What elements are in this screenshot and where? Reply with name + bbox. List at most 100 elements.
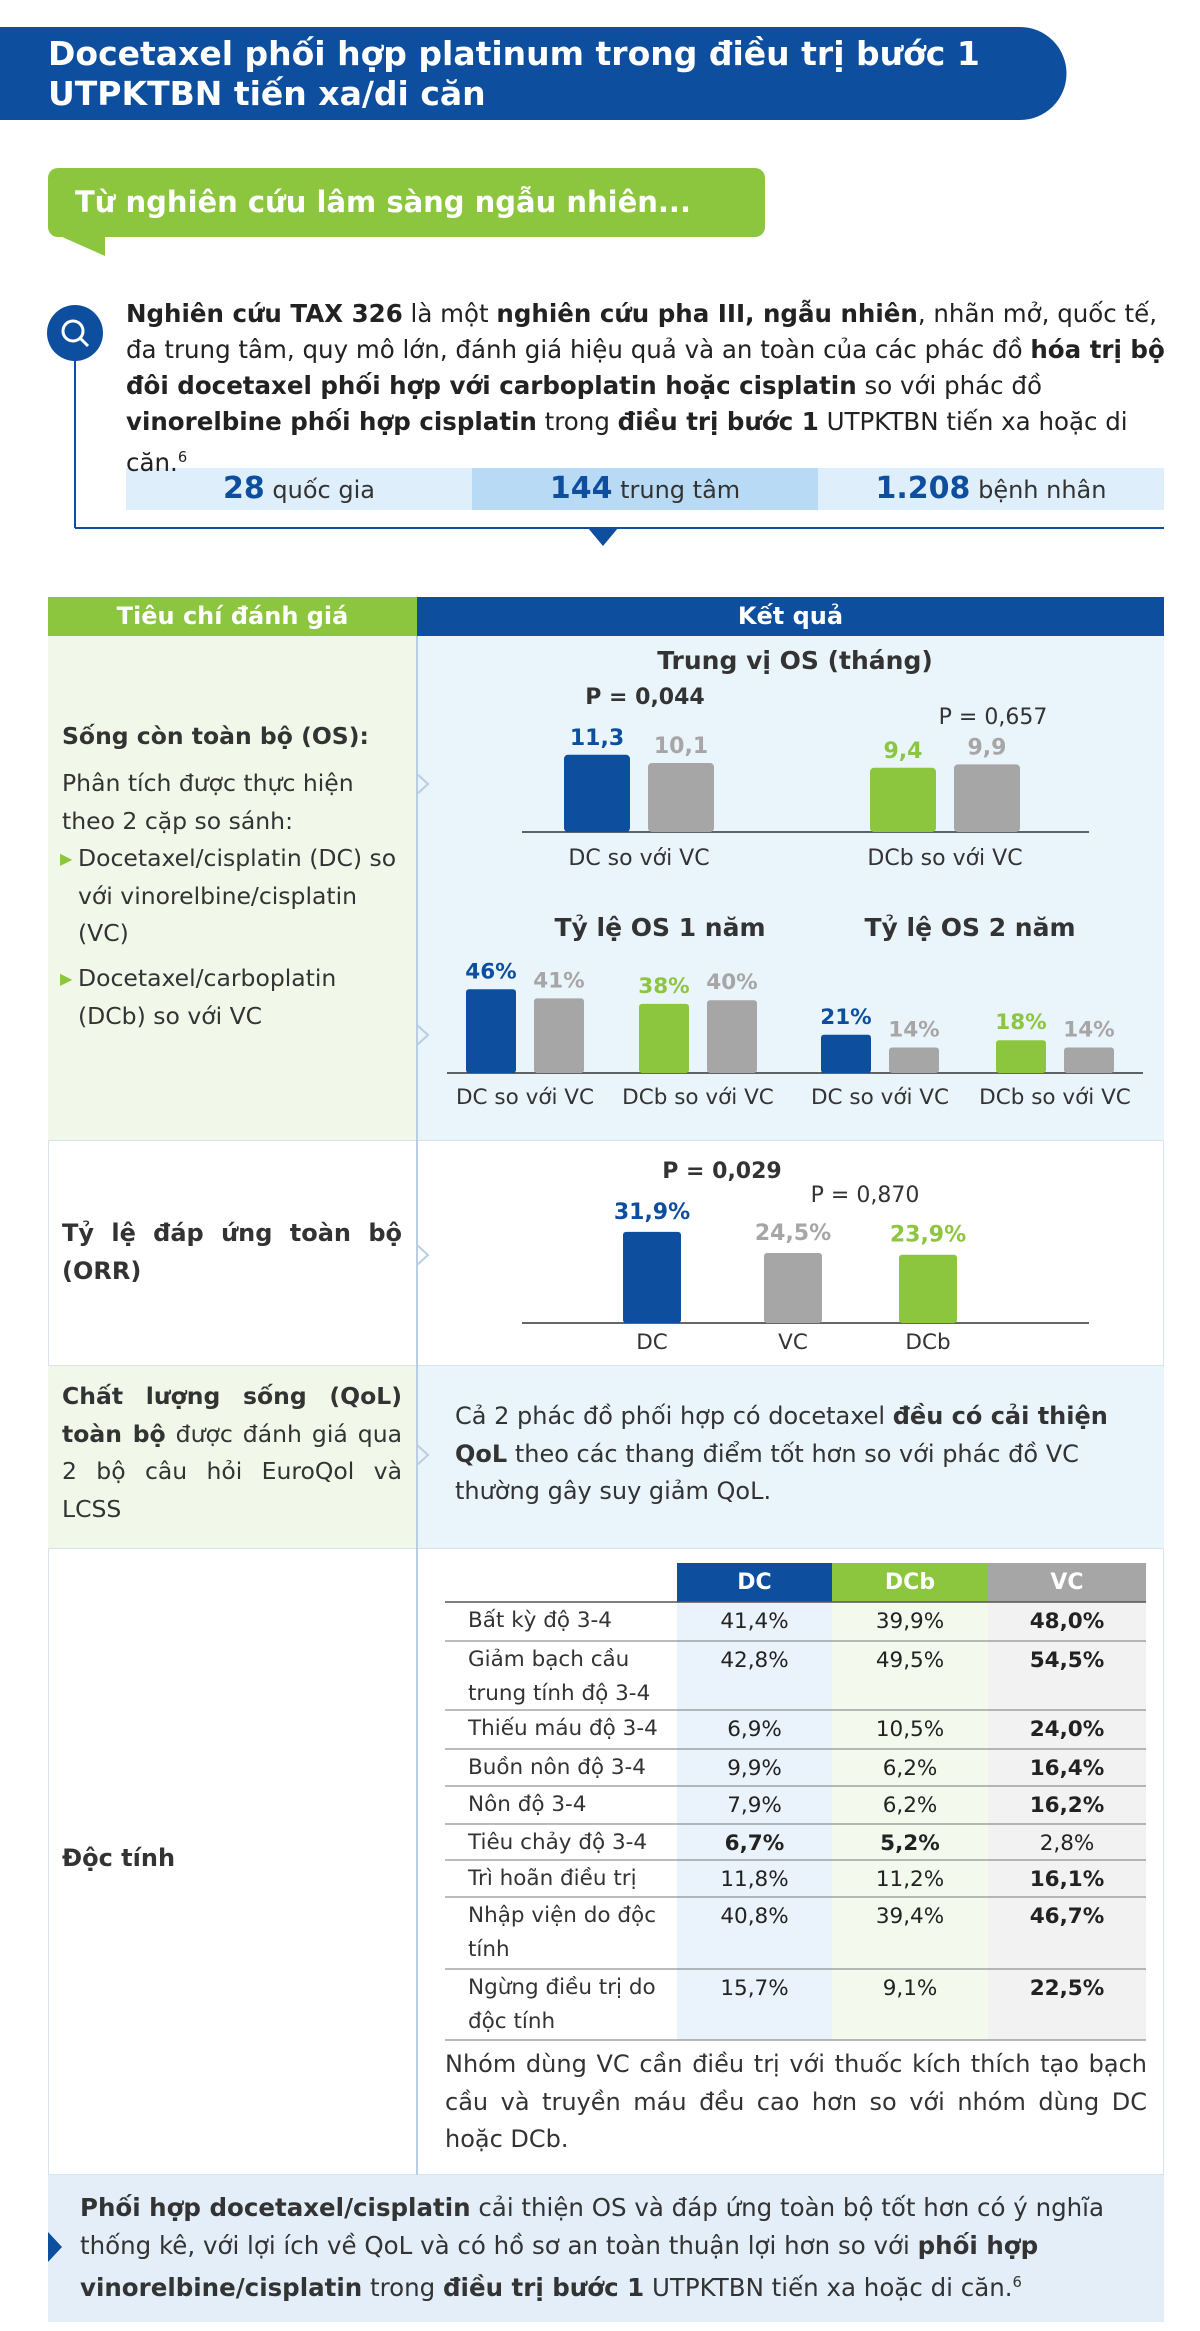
column-header: DC — [737, 1570, 771, 1595]
text-run: hóa trị bộ đôi docetaxel phối hợp với ca… — [126, 335, 1165, 400]
bar — [534, 998, 584, 1073]
criterion-title: Độc tính — [62, 1844, 176, 1872]
text-run: , nhãn mở, quốc tế, đa trung tâm, quy mô… — [126, 299, 1157, 364]
cell-value: 39,4% — [876, 1904, 944, 1929]
chart-title: Trung vị OS (tháng) — [657, 646, 933, 675]
p-value: P = 0,657 — [939, 705, 1048, 730]
cell-value: 16,1% — [1030, 1867, 1105, 1892]
superscript: 6 — [177, 449, 188, 466]
text-run: đều có cải thiện QoL — [455, 1402, 1108, 1468]
cell-value: 6,7% — [725, 1831, 785, 1856]
row-label: Nhập viện do độc tính — [468, 1903, 657, 1962]
cell-bg — [417, 636, 1164, 1140]
category-label: DC so với VC — [456, 1085, 594, 1110]
text-run: là một — [402, 299, 497, 328]
bullet-marker: ▶ — [60, 969, 73, 988]
criterion-title: Sống còn toàn bộ (OS): — [62, 722, 369, 750]
text-run: điều trị bước 1 — [443, 2273, 645, 2303]
cell-value: 22,5% — [1030, 1976, 1105, 2001]
superscript: 6 — [1012, 2274, 1022, 2291]
category-label: DC so với VC — [568, 846, 709, 871]
column-header: Kết quả — [737, 602, 844, 630]
cell-value: 15,7% — [720, 1976, 788, 2001]
value-label: 18% — [995, 1010, 1046, 1035]
row-label: Tiêu chảy độ 3-4 — [468, 1830, 648, 1855]
category-label: DCb so với VC — [622, 1085, 774, 1110]
charts: Trung vị OS (tháng) P = 0,044 DC so với VC… — [445, 646, 1146, 2041]
p-value: P = 0,044 — [585, 685, 704, 710]
p-value: P = 0,870 — [811, 1183, 920, 1208]
chevron — [416, 1444, 430, 1466]
cell-value: 16,4% — [1030, 1756, 1105, 1781]
banner-tail — [60, 236, 105, 256]
text-run: phối hợp vinorelbine/cisplatin — [80, 2230, 1039, 2303]
bar — [466, 989, 516, 1073]
column-tint — [988, 1602, 1146, 2040]
stat-cell — [818, 468, 1164, 510]
value-label: 46% — [465, 959, 516, 984]
bracket-arrow — [588, 528, 618, 546]
cell-value: 46,7% — [1030, 1904, 1105, 1929]
text-run: trong — [536, 407, 618, 436]
bar — [996, 1040, 1046, 1073]
cell-value: 48,0% — [1030, 1609, 1105, 1634]
cell-value: 6,2% — [883, 1793, 938, 1818]
cell-value: 11,2% — [876, 1867, 944, 1892]
value-label: 11,3 — [570, 726, 624, 751]
stat-cell — [126, 468, 472, 510]
p-value: P = 0,029 — [662, 1159, 781, 1184]
chart-title: Tỷ lệ OS 1 năm — [554, 913, 765, 942]
text-run: UTPKTBN tiến xa hoặc di căn. — [644, 2273, 1013, 2303]
cell-bg — [48, 1140, 1164, 1366]
header-band — [0, 27, 1067, 120]
value-label: 31,9% — [614, 1200, 690, 1225]
value-label: 10,1 — [654, 734, 708, 759]
text-run: Chất lượng sống (QoL) toàn bộ — [62, 1382, 402, 1448]
intro-paragraph: Nghiên cứu TAX 326 là một nghiên cứu pha… — [126, 296, 1176, 481]
cell-value: 40,8% — [720, 1904, 788, 1929]
stat-label: trung tâm — [620, 476, 741, 504]
stat-number: 1.208 — [875, 471, 971, 506]
note: Nhóm dùng VC cần điều trị với thuốc kích… — [445, 2050, 1147, 2153]
conclusion-arrow — [48, 2232, 62, 2262]
bar — [899, 1254, 957, 1323]
value-label: 14% — [888, 1018, 939, 1043]
cell-bg — [48, 636, 417, 1140]
row-label: Giảm bạch cầu trung tính độ 3-4 — [468, 1647, 651, 1706]
value-label: 24,5% — [755, 1221, 831, 1246]
text-run: UTPKTBN tiến xa hoặc di căn. — [126, 407, 1128, 478]
cell-value: 54,5% — [1030, 1648, 1105, 1673]
column-header-bg — [832, 1563, 988, 1602]
table-header-left — [48, 597, 417, 636]
column-header-bg — [677, 1563, 832, 1602]
text-run: Nghiên cứu TAX 326 — [126, 299, 403, 328]
bar — [1064, 1047, 1114, 1073]
cell-value: 24,0% — [1030, 1717, 1105, 1742]
search-icon — [61, 319, 85, 343]
search-icon — [78, 336, 90, 348]
row-label: Ngừng điều trị do độc tính — [468, 1975, 656, 2034]
result-text: Cả 2 phác đồ phối hợp có docetaxel đều c… — [455, 1398, 1155, 1511]
cell-value: 10,5% — [876, 1717, 944, 1742]
banner-text: Từ nghiên cứu lâm sàng ngẫu nhiên... — [75, 185, 691, 219]
chevron — [416, 1244, 430, 1266]
cell-value: 6,9% — [727, 1717, 782, 1742]
cell-value: 49,5% — [876, 1648, 944, 1673]
value-label: 21% — [820, 1005, 871, 1030]
row-label: Trì hoãn điều trị — [468, 1866, 637, 1891]
text-run: vinorelbine phối hợp cisplatin — [126, 407, 537, 436]
value-label: 41% — [533, 968, 584, 993]
row-label: Buồn nôn độ 3-4 — [468, 1755, 646, 1780]
cell-value: 7,9% — [727, 1793, 782, 1818]
banner-box — [48, 168, 765, 237]
cell-value: 5,2% — [880, 1831, 940, 1856]
stat-number: 144 — [549, 471, 613, 506]
category-label: DC — [636, 1330, 668, 1355]
cell-value: 9,1% — [883, 1976, 938, 2001]
cell-value: 42,8% — [720, 1648, 788, 1673]
header-title: UTPKTBN tiến xa/di căn — [48, 74, 486, 113]
cell-bg — [48, 1366, 417, 1548]
criterion-title: Tỷ lệ đáp ứng toàn bộ (ORR) — [62, 1219, 402, 1285]
cell-bg — [417, 1366, 1164, 1548]
